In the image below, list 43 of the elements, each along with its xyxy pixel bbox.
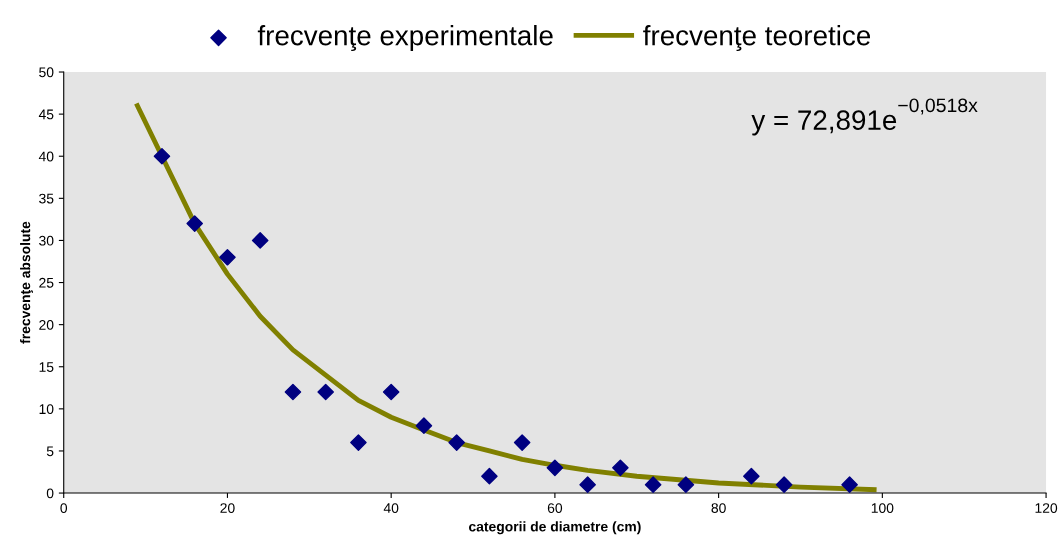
point xyxy=(841,476,858,493)
y-tick-label: 0 xyxy=(46,488,54,499)
x-tick-label: 20 xyxy=(220,503,235,513)
y-tick-label: 15 xyxy=(39,362,54,372)
point xyxy=(284,383,302,401)
legend-label: frecvenţe experimentale xyxy=(257,25,553,52)
y-tick-label: 35 xyxy=(39,193,54,204)
point xyxy=(775,476,793,493)
point xyxy=(350,434,367,451)
y-tick-label: 50 xyxy=(39,67,54,78)
legend-label: frecvenţe teoretice xyxy=(643,25,871,52)
point xyxy=(743,467,760,485)
point xyxy=(481,467,498,485)
x-tick-label: 0 xyxy=(60,503,68,513)
x-tick-label: 120 xyxy=(1035,503,1058,513)
point xyxy=(317,383,334,401)
point xyxy=(186,215,204,232)
point xyxy=(415,417,433,434)
y-tick-label: 5 xyxy=(46,446,54,457)
y-axis-title: frecvenţe absolute xyxy=(20,221,33,344)
point xyxy=(513,434,531,451)
point xyxy=(219,248,236,266)
y-tick-label: 10 xyxy=(39,404,54,415)
point xyxy=(579,476,596,493)
point xyxy=(382,383,400,401)
y-tick-label: 30 xyxy=(39,235,54,246)
point xyxy=(251,232,269,249)
x-axis-title: categorii de diametre (cm) xyxy=(469,521,641,535)
y-tick-label: 25 xyxy=(39,277,54,288)
point xyxy=(644,476,662,493)
y-tick-label: 40 xyxy=(38,151,54,162)
y-tick-label: 45 xyxy=(38,109,54,120)
x-tick-label: 80 xyxy=(711,503,726,513)
point xyxy=(448,434,465,451)
x-tick-label: 60 xyxy=(547,503,563,513)
y-tick-label: 20 xyxy=(39,319,54,330)
annotation: y = 72,891e−0,0518x xyxy=(751,98,978,136)
x-tick-label: 40 xyxy=(383,503,399,513)
point xyxy=(546,459,564,477)
x-tick-label: 100 xyxy=(871,503,894,513)
point xyxy=(677,476,695,493)
point xyxy=(612,459,629,477)
point xyxy=(153,147,171,165)
